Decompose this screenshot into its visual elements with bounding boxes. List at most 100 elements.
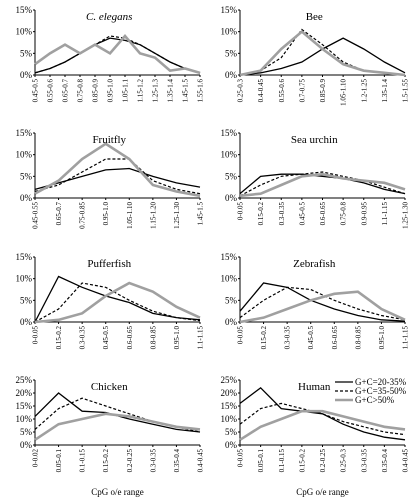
series-line	[239, 286, 406, 321]
x-axis-label: CpG o/e range	[296, 487, 348, 497]
x-axis-label: CpG o/e range	[91, 487, 143, 497]
x-tick-label: 0.75-0.8	[77, 79, 85, 103]
x-tick-label: 1.1-1.15	[402, 326, 410, 350]
series-line	[34, 167, 201, 190]
y-tick-label: 10%	[16, 150, 33, 160]
series-line	[239, 386, 406, 441]
panel-title: Chicken	[91, 381, 128, 393]
x-tick-label: 0.25-0.3	[340, 449, 348, 473]
series-line	[34, 35, 201, 74]
x-tick-label: 0.15-0.2	[55, 326, 63, 350]
y-tick-label: 10%	[221, 274, 238, 284]
x-tick-label: 0.3-0.35	[278, 202, 286, 226]
x-tick-label: 1.25-1.30	[402, 202, 410, 229]
x-tick-label: 0.55-0.6	[47, 79, 55, 103]
series-line	[239, 173, 406, 195]
y-tick-label: 0%	[225, 440, 238, 450]
y-tick-label: 20%	[16, 388, 33, 398]
series-line	[239, 409, 406, 441]
x-tick-label: 0.4-0.45	[197, 449, 205, 473]
panel-title: Bee	[306, 11, 323, 23]
series-line	[34, 142, 201, 198]
x-tick-label: 0.85-0.9	[319, 79, 327, 103]
x-tick-label: 0.3-0.35	[360, 449, 368, 473]
y-tick-label: 10%	[16, 414, 33, 424]
y-tick-label: 0%	[225, 193, 238, 203]
y-tick-label: 5%	[225, 171, 238, 181]
x-tick-label: 1.05-1.10	[126, 202, 134, 229]
x-tick-label: 0-0.05	[237, 449, 245, 468]
x-tick-label: 1.45-1.5	[182, 79, 190, 103]
y-tick-label: 10%	[221, 27, 238, 37]
x-tick-label: 0.7-0.75	[298, 79, 306, 103]
x-tick-label: 0.2-0.25	[319, 449, 327, 473]
series-line	[239, 172, 406, 198]
x-tick-label: 1.1-1.15	[197, 326, 205, 350]
y-tick-label: 10%	[16, 274, 33, 284]
y-tick-label: 5%	[20, 171, 33, 181]
x-tick-label: 0.3-0.35	[149, 449, 157, 473]
x-tick-label: 0.1-0.15	[278, 449, 286, 473]
x-tick-label: 0-0.05	[237, 326, 245, 345]
series-line	[239, 171, 406, 197]
panel-title: Pufferfish	[87, 258, 131, 270]
x-tick-label: 0.95-1.0	[102, 202, 110, 226]
x-tick-label: 0.6-0.65	[319, 202, 327, 226]
y-tick-label: 10%	[221, 414, 238, 424]
x-tick-label: 0.45-0.5	[32, 79, 40, 103]
y-tick-label: 0%	[225, 70, 238, 80]
series-line	[239, 28, 406, 76]
x-tick-label: 0.3-0.35	[79, 326, 87, 350]
x-tick-label: 0.35-0.4	[173, 449, 181, 473]
x-tick-label: 0-0.05	[32, 326, 40, 345]
legend-label: G+C>50%	[355, 395, 395, 405]
y-tick-label: 25%	[16, 375, 33, 385]
x-tick-label: 0.05-0.1	[257, 449, 265, 473]
y-tick-label: 0%	[20, 440, 33, 450]
x-tick-label: 0.55-0.6	[278, 79, 286, 103]
x-tick-label: 0.65-0.7	[55, 202, 63, 226]
y-tick-label: 20%	[221, 388, 238, 398]
series-line	[239, 282, 406, 322]
series-line	[239, 29, 406, 77]
y-tick-label: 15%	[221, 401, 238, 411]
y-tick-label: 15%	[16, 128, 33, 138]
x-tick-label: 0.15-0.2	[298, 449, 306, 473]
x-tick-label: 0.85-0.9	[92, 79, 100, 103]
x-tick-label: 1.25-1.3	[152, 79, 160, 103]
series-line	[34, 412, 201, 441]
x-tick-label: 0.95-1.0	[107, 79, 115, 103]
series-line	[34, 281, 201, 324]
y-tick-label: 5%	[20, 48, 33, 58]
x-tick-label: 1.45-1.5	[197, 202, 205, 226]
series-line	[239, 402, 406, 436]
y-tick-label: 15%	[16, 252, 33, 262]
x-tick-label: 0.25-0.3	[237, 79, 245, 103]
x-tick-label: 1.05-1.1	[122, 79, 130, 103]
legend-label: G+C=20-35%	[355, 377, 407, 387]
x-tick-label: 1.5-1.55	[402, 79, 410, 103]
y-tick-label: 15%	[221, 128, 238, 138]
panel-title: Zebrafish	[293, 258, 336, 270]
series-line	[34, 282, 201, 323]
series-line	[239, 290, 406, 324]
x-tick-label: 0.15-0.2	[102, 449, 110, 473]
x-tick-label: 0.35-0.4	[381, 449, 389, 473]
y-tick-label: 10%	[221, 150, 238, 160]
series-line	[239, 37, 406, 76]
x-tick-label: 1.05-1.10	[340, 79, 348, 106]
x-tick-label: 0.8-0.85	[354, 326, 362, 350]
x-tick-label: 0.2-0.25	[126, 449, 134, 473]
x-tick-label: 0.45-0.5	[307, 326, 315, 350]
series-line	[34, 34, 201, 75]
x-tick-label: 1.55-1.6	[197, 79, 205, 103]
panel-title: C. elegans	[86, 11, 132, 23]
x-tick-label: 1.35-1.4	[167, 79, 175, 103]
x-tick-label: 0.05-0.1	[55, 449, 63, 473]
x-tick-label: 0.45-0.5	[102, 326, 110, 350]
series-line	[34, 158, 201, 195]
x-tick-label: 0.6-0.65	[126, 326, 134, 350]
panel-title: Human	[298, 381, 331, 393]
y-tick-label: 10%	[16, 27, 33, 37]
